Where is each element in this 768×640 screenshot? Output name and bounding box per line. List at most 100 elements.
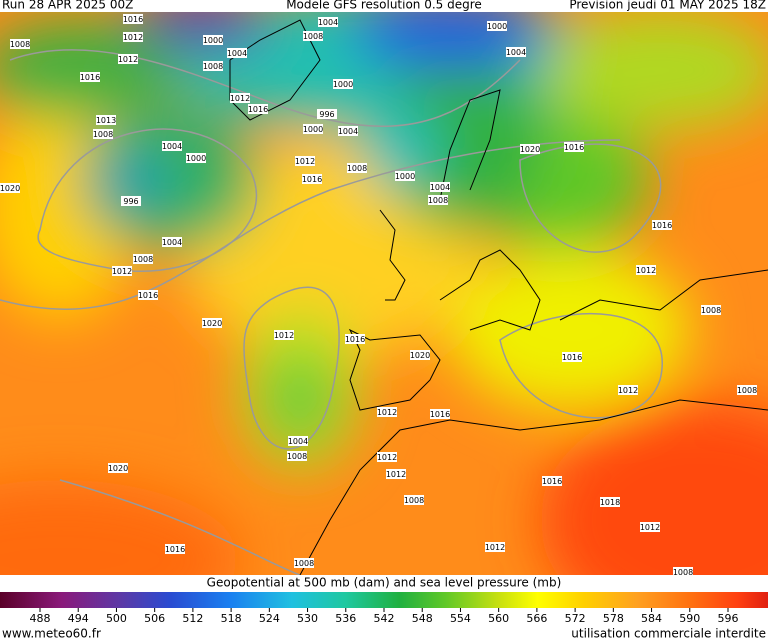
isobar-label: 1004 bbox=[430, 183, 450, 192]
isobar-label: 1012 bbox=[618, 386, 638, 395]
colorbar-tick-label: 548 bbox=[412, 612, 433, 625]
isobar-label-box bbox=[562, 352, 582, 362]
colorbar-tick-label: 524 bbox=[259, 612, 280, 625]
isobar-label-box bbox=[203, 61, 223, 71]
colorbar-tick-label: 542 bbox=[374, 612, 395, 625]
isobar-label: 1004 bbox=[506, 48, 526, 57]
isobar-label: 1012 bbox=[640, 523, 660, 532]
isobar-label-box bbox=[118, 54, 138, 64]
isobar-label: 1016 bbox=[138, 291, 158, 300]
isobar-label-box bbox=[287, 451, 307, 461]
colorbar-tick-label: 596 bbox=[718, 612, 739, 625]
isobar-label-box bbox=[652, 220, 672, 230]
isobar-label: 1008 bbox=[133, 255, 153, 264]
isobar-label-box bbox=[487, 21, 507, 31]
isobar-label-box bbox=[121, 196, 141, 206]
isobar-label-box bbox=[294, 558, 314, 568]
isobar-label-box bbox=[227, 48, 247, 58]
isobar-label: 1012 bbox=[123, 33, 143, 42]
isobar-label-box bbox=[123, 14, 143, 24]
isobar-label-box bbox=[564, 142, 584, 152]
isobar-label-box bbox=[410, 350, 430, 360]
isobar-label: 1012 bbox=[118, 55, 138, 64]
colorbar-title: Geopotential at 500 mb (dam) and sea lev… bbox=[207, 576, 562, 590]
isobar-label-box bbox=[274, 330, 294, 340]
isobar-label-box bbox=[737, 385, 757, 395]
isobar-label-box bbox=[288, 436, 308, 446]
isobar-label: 1018 bbox=[600, 498, 620, 507]
isobar-label: 1012 bbox=[485, 543, 505, 552]
isobar-label: 1020 bbox=[108, 464, 128, 473]
isobar-label: 1008 bbox=[428, 196, 448, 205]
isobar-label: 1016 bbox=[345, 335, 365, 344]
isobar-label-box bbox=[186, 153, 206, 163]
isobar-label: 1004 bbox=[162, 238, 182, 247]
isobar-label-box bbox=[318, 17, 338, 27]
isobar-label-box bbox=[338, 126, 358, 136]
isobar-label-box bbox=[430, 409, 450, 419]
isobar-label-box bbox=[203, 35, 223, 45]
isobar-label: 1008 bbox=[673, 568, 693, 577]
isobar-label-box bbox=[520, 144, 540, 154]
isobar-label-box bbox=[377, 407, 397, 417]
isobar-label: 1004 bbox=[227, 49, 247, 58]
isobar-label: 1016 bbox=[80, 73, 100, 82]
isobar-label-box bbox=[386, 469, 406, 479]
colorbar-tick-label: 512 bbox=[182, 612, 203, 625]
isobar-label: 1008 bbox=[303, 32, 323, 41]
isobar-label-box bbox=[333, 79, 353, 89]
isobar-label: 1012 bbox=[636, 266, 656, 275]
isobar-label: 1020 bbox=[202, 319, 222, 328]
isobar-label: 1000 bbox=[303, 125, 323, 134]
isobar-label: 1008 bbox=[203, 62, 223, 71]
isobar-label: 1020 bbox=[520, 145, 540, 154]
isobar-label-box bbox=[202, 318, 222, 328]
isobar-label: 1004 bbox=[318, 18, 338, 27]
isobar-label-box bbox=[636, 265, 656, 275]
isobar-label-box bbox=[485, 542, 505, 552]
isobar-label-box bbox=[133, 254, 153, 264]
colorbar-tick-label: 500 bbox=[106, 612, 127, 625]
isobar-label-box bbox=[430, 182, 450, 192]
isobar-label-box bbox=[673, 567, 693, 577]
isobar-label-box bbox=[112, 266, 132, 276]
isobar-label: 1008 bbox=[701, 306, 721, 315]
isobar-label: 1000 bbox=[203, 36, 223, 45]
forecast-label: Prevision jeudi 01 MAY 2025 18Z bbox=[569, 0, 766, 12]
isobar-label: 1008 bbox=[93, 130, 113, 139]
isobar-label-box bbox=[317, 109, 337, 119]
isobar-label-box bbox=[303, 31, 323, 41]
colorbar-tick-label: 560 bbox=[488, 612, 509, 625]
isobar-label-box bbox=[162, 141, 182, 151]
isobar-label-box bbox=[377, 452, 397, 462]
colorbar-tick-label: 554 bbox=[450, 612, 471, 625]
isobar-label-box bbox=[506, 47, 526, 57]
isobar-label-box bbox=[428, 195, 448, 205]
isobar-label: 1012 bbox=[377, 453, 397, 462]
isobar-label: 1008 bbox=[404, 496, 424, 505]
isobar-label: 1012 bbox=[377, 408, 397, 417]
isobar-label-box bbox=[618, 385, 638, 395]
isobar-label-box bbox=[230, 93, 250, 103]
isobar-label-box bbox=[248, 104, 268, 114]
model-label: Modele GFS resolution 0.5 degre bbox=[286, 0, 482, 12]
isobar-label-box bbox=[96, 115, 116, 125]
isobar-label-box bbox=[303, 124, 323, 134]
colorbar-tick-label: 590 bbox=[679, 612, 700, 625]
isobar-label-box bbox=[542, 476, 562, 486]
colorbar bbox=[0, 592, 768, 608]
isobar-label: 1016 bbox=[248, 105, 268, 114]
isobar-label: 1016 bbox=[123, 15, 143, 24]
isobar-label: 996 bbox=[123, 197, 138, 206]
colorbar-tick-label: 566 bbox=[526, 612, 547, 625]
isobar-label: 1016 bbox=[302, 175, 322, 184]
isobar-label: 1000 bbox=[395, 172, 415, 181]
colorbar-tick-label: 584 bbox=[641, 612, 662, 625]
isobar-label-box bbox=[93, 129, 113, 139]
isobar-label: 1008 bbox=[294, 559, 314, 568]
isobar-label: 1020 bbox=[0, 184, 20, 193]
colorbar-tick-label: 506 bbox=[144, 612, 165, 625]
isobar-label: 1000 bbox=[333, 80, 353, 89]
isobar-label-box bbox=[302, 174, 322, 184]
